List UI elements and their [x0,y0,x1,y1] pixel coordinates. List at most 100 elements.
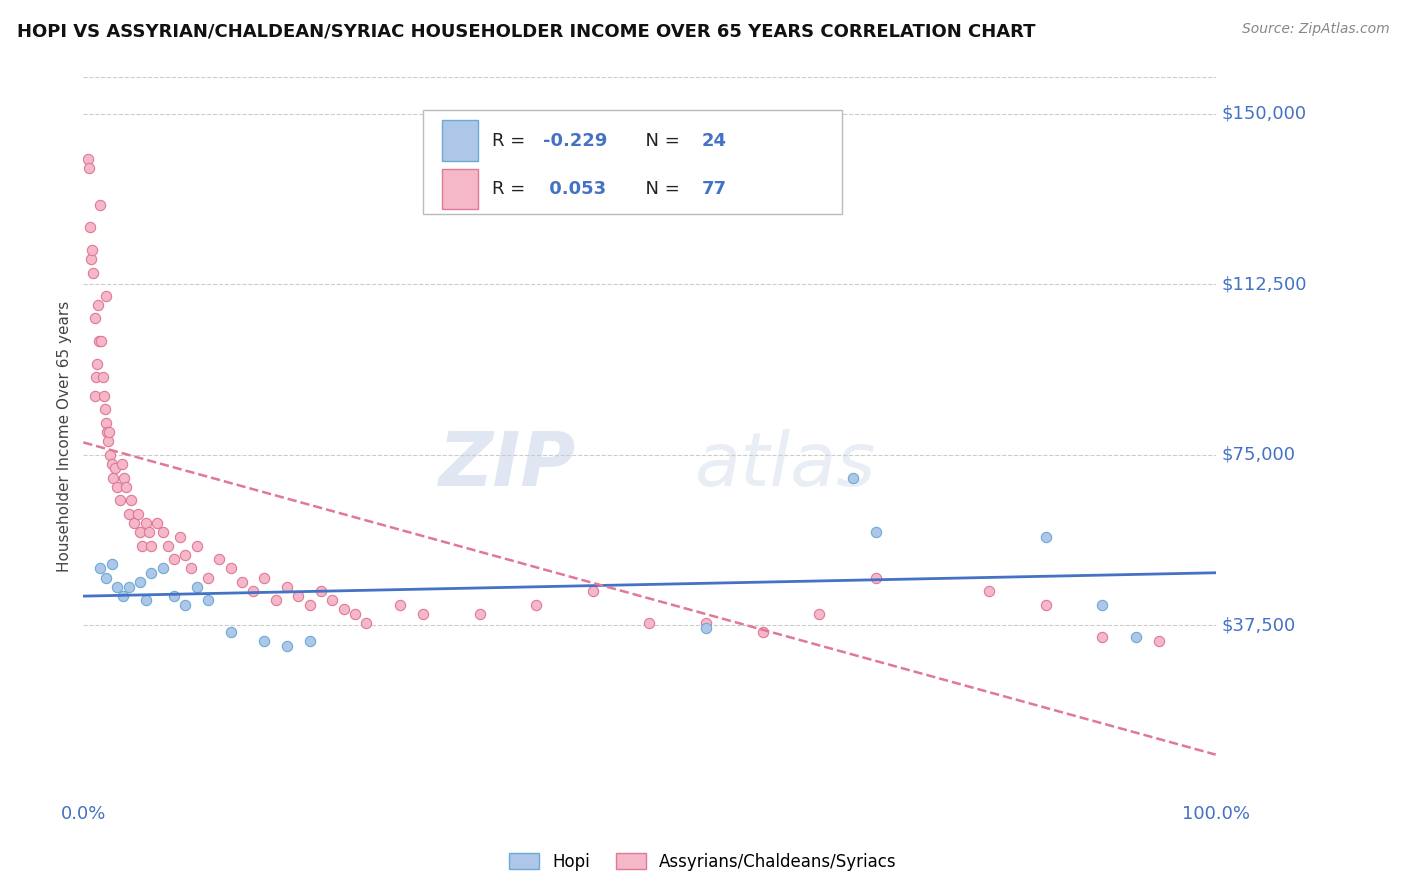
Point [79,220,101,235]
Point [94,288,117,302]
Text: R =: R = [492,180,531,198]
Point [842,470,865,484]
Text: ZIP: ZIP [439,429,576,502]
Point [253,634,276,648]
Point [1091,630,1114,644]
Point [111,457,134,471]
Point [219,561,242,575]
Point [219,625,242,640]
Point [174,548,197,562]
Point [865,524,887,539]
Point [94,402,117,417]
Point [131,539,153,553]
Point [186,539,208,553]
Point [117,580,139,594]
Point [87,298,110,312]
Point [94,570,117,584]
Point [86,357,108,371]
Point [1035,530,1057,544]
Point [129,575,152,590]
Point [83,311,105,326]
Point [1035,598,1057,612]
Text: Source: ZipAtlas.com: Source: ZipAtlas.com [1241,22,1389,37]
Point [276,639,298,653]
Point [276,580,298,594]
Point [112,470,135,484]
Point [695,615,717,630]
Point [135,516,157,530]
Point [163,589,186,603]
Point [242,584,264,599]
Point [169,530,191,544]
Point [111,589,134,603]
Point [638,615,661,630]
Point [129,524,152,539]
Text: $112,500: $112,500 [1222,276,1306,293]
Point [180,561,202,575]
Point [108,493,131,508]
Point [1125,630,1147,644]
Point [979,584,1001,599]
FancyBboxPatch shape [423,110,842,214]
Point [90,334,112,348]
Point [1091,598,1114,612]
Point [808,607,831,621]
Point [138,524,160,539]
Bar [443,120,478,161]
Point [356,615,378,630]
Point [89,561,111,575]
Point [83,389,105,403]
Legend: Hopi, Assyrians/Chaldeans/Syriacs: Hopi, Assyrians/Chaldeans/Syriacs [501,845,905,880]
Point [89,198,111,212]
Point [96,425,118,439]
Point [93,389,115,403]
Point [100,448,122,462]
Point [344,607,367,621]
Point [94,416,117,430]
Text: HOPI VS ASSYRIAN/CHALDEAN/SYRIAC HOUSEHOLDER INCOME OVER 65 YEARS CORRELATION CH: HOPI VS ASSYRIAN/CHALDEAN/SYRIAC HOUSEHO… [17,22,1035,40]
Point [253,570,276,584]
Point [152,561,174,575]
Point [115,480,138,494]
Point [127,507,149,521]
Text: -0.229: -0.229 [543,131,607,150]
Point [97,434,120,449]
Point [309,584,332,599]
Point [105,480,128,494]
Point [120,493,142,508]
Point [389,598,412,612]
Point [412,607,434,621]
Point [157,539,180,553]
Point [332,602,354,616]
Point [98,425,121,439]
Point [152,524,174,539]
Point [197,570,219,584]
Point [117,507,139,521]
Point [146,516,169,530]
Point [105,580,128,594]
Point [82,266,104,280]
Point [287,589,309,603]
Text: $75,000: $75,000 [1222,446,1295,464]
Point [321,593,343,607]
Point [80,252,103,267]
Point [163,552,186,566]
Text: N =: N = [634,131,685,150]
Point [141,539,163,553]
Text: atlas: atlas [695,429,876,501]
Point [76,153,98,167]
Text: $37,500: $37,500 [1222,616,1295,634]
Point [141,566,163,580]
Point [695,621,717,635]
Point [135,593,157,607]
Point [101,470,124,484]
Point [174,598,197,612]
Point [89,334,111,348]
Text: N =: N = [634,180,685,198]
Point [186,580,208,594]
Point [197,593,219,607]
Text: 0.053: 0.053 [543,180,606,198]
Point [264,593,287,607]
Bar [443,169,478,210]
Point [298,598,321,612]
